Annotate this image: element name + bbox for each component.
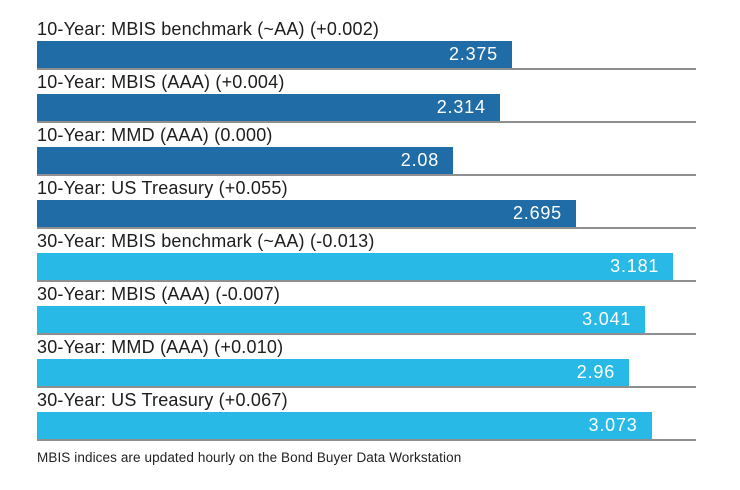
bar: 2.08 <box>37 147 453 174</box>
chart-row: 30-Year: MMD (AAA) (+0.010) 2.96 <box>37 335 696 388</box>
chart-row: 30-Year: MBIS benchmark (~AA) (-0.013) 3… <box>37 229 696 282</box>
bar-value: 2.314 <box>436 97 486 117</box>
chart-row: 30-Year: MBIS (AAA) (-0.007) 3.041 <box>37 282 696 335</box>
chart-row: 10-Year: MBIS (AAA) (+0.004) 2.314 <box>37 70 696 123</box>
bar: 2.96 <box>37 359 629 386</box>
bar-value: 3.041 <box>582 309 632 329</box>
bar: 2.314 <box>37 94 500 121</box>
chart-row: 10-Year: US Treasury (+0.055) 2.695 <box>37 176 696 229</box>
bar-label: 10-Year: US Treasury (+0.055) <box>37 178 288 198</box>
bar-label: 10-Year: MBIS (AAA) (+0.004) <box>37 72 285 92</box>
bar: 3.041 <box>37 306 646 333</box>
chart-row: 10-Year: MMD (AAA) (0.000) 2.08 <box>37 123 696 176</box>
bar-value: 2.96 <box>576 362 615 382</box>
bar-label: 10-Year: MMD (AAA) (0.000) <box>37 125 273 145</box>
bar-value: 2.375 <box>448 44 498 64</box>
chart-footnote: MBIS indices are updated hourly on the B… <box>37 450 462 465</box>
bar: 3.181 <box>37 253 674 280</box>
bar: 2.695 <box>37 200 576 227</box>
bar-label: 30-Year: MMD (AAA) (+0.010) <box>37 337 284 357</box>
chart-rows: 10-Year: MBIS benchmark (~AA) (+0.002) 2… <box>37 17 696 441</box>
chart-row: 10-Year: MBIS benchmark (~AA) (+0.002) 2… <box>37 17 696 70</box>
bar-value: 2.08 <box>400 150 439 170</box>
chart-row: 30-Year: US Treasury (+0.067) 3.073 <box>37 388 696 441</box>
bar-label: 30-Year: US Treasury (+0.067) <box>37 390 288 410</box>
bar-value: 2.695 <box>512 203 562 223</box>
bar: 2.375 <box>37 41 512 68</box>
bar-label: 30-Year: MBIS (AAA) (-0.007) <box>37 284 281 304</box>
bar-label: 30-Year: MBIS benchmark (~AA) (-0.013) <box>37 231 375 251</box>
bar-value: 3.073 <box>588 415 638 435</box>
bar-label: 10-Year: MBIS benchmark (~AA) (+0.002) <box>37 19 380 39</box>
bar-value: 3.181 <box>610 256 660 276</box>
bar: 3.073 <box>37 412 652 439</box>
yield-bar-chart: 10-Year: MBIS benchmark (~AA) (+0.002) 2… <box>37 17 696 465</box>
